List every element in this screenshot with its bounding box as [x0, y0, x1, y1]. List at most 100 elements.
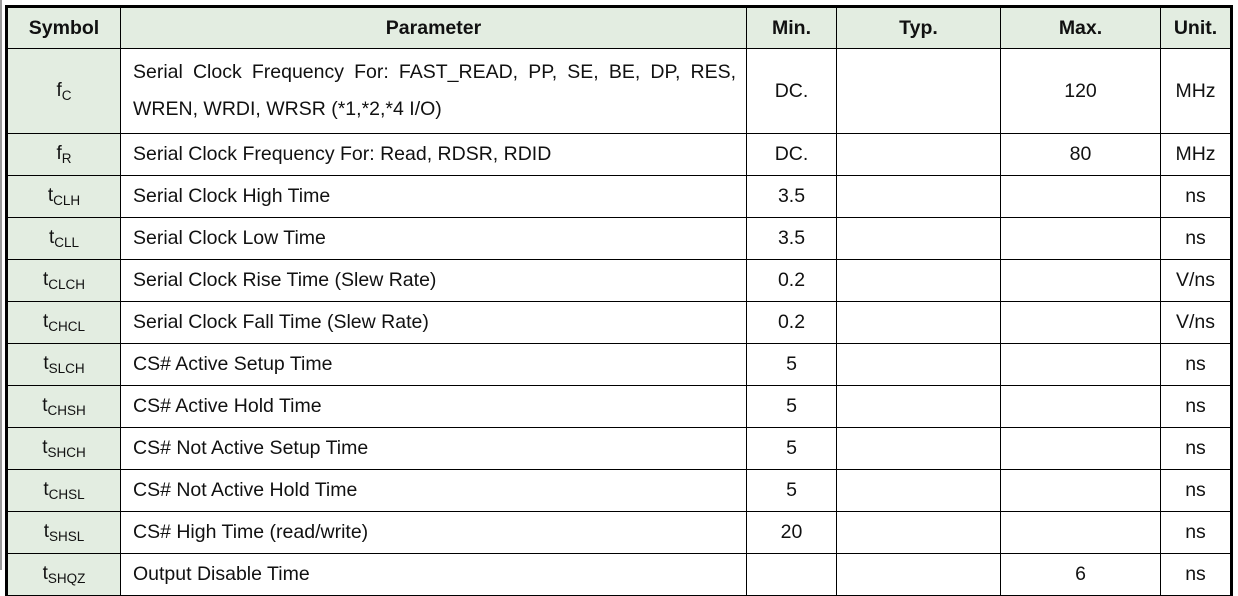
table-row: tCHSL CS# Not Active Hold Time 5 ns: [5, 469, 1233, 512]
parameter-cell: CS# Not Active Hold Time: [120, 469, 747, 512]
max-cell: [1000, 385, 1161, 428]
unit-cell: V/ns: [1160, 259, 1233, 302]
symbol-cell: tCHCL: [5, 301, 121, 344]
symbol-cell: tSLCH: [5, 343, 121, 386]
unit-cell: MHz: [1160, 48, 1233, 134]
typ-cell: [836, 511, 1001, 554]
unit-cell: MHz: [1160, 133, 1233, 176]
table-row: tCLH Serial Clock High Time 3.5 ns: [5, 175, 1233, 218]
symbol-subscript: CHCL: [48, 319, 86, 334]
symbol-base: t: [48, 227, 55, 248]
symbol-subscript: SLCH: [48, 361, 85, 376]
header-unit: Unit.: [1160, 5, 1233, 49]
max-cell: 80: [1000, 133, 1161, 176]
unit-cell: ns: [1160, 553, 1233, 596]
typ-cell: [836, 301, 1001, 344]
min-cell: 5: [746, 427, 837, 470]
table-header-row: Symbol Parameter Min. Typ. Max. Unit.: [5, 5, 1233, 49]
symbol-subscript: CLCH: [48, 277, 86, 292]
symbol-subscript: C: [61, 87, 72, 103]
max-cell: [1000, 469, 1161, 512]
typ-cell: [836, 385, 1001, 428]
symbol-base: t: [42, 269, 49, 290]
symbol-base: t: [43, 353, 49, 374]
table-row: tCHSH CS# Active Hold Time 5 ns: [5, 385, 1233, 428]
parameter-cell: Serial Clock Fall Time (Slew Rate): [120, 301, 747, 344]
min-cell: DC.: [746, 133, 837, 176]
symbol-base: t: [42, 437, 48, 458]
typ-cell: [836, 259, 1001, 302]
min-cell: 5: [746, 469, 837, 512]
table-row: tSHCH CS# Not Active Setup Time 5 ns: [5, 427, 1233, 470]
symbol-subscript: SHQZ: [47, 571, 86, 586]
header-symbol: Symbol: [5, 5, 121, 49]
unit-cell: V/ns: [1160, 301, 1233, 344]
unit-cell: ns: [1160, 217, 1233, 260]
symbol-cell: fC: [5, 48, 121, 134]
ac-characteristics-table: Symbol Parameter Min. Typ. Max. Unit. fC…: [5, 5, 1233, 596]
max-cell: [1000, 511, 1161, 554]
typ-cell: [836, 469, 1001, 512]
symbol-subscript: R: [61, 151, 72, 166]
typ-cell: [836, 427, 1001, 470]
symbol-base: t: [43, 521, 49, 542]
symbol-cell: tCLL: [5, 217, 121, 260]
symbol-subscript: CLL: [54, 235, 80, 250]
page-edge-line: [0, 0, 2, 570]
table-row: fR Serial Clock Frequency For: Read, RDS…: [5, 133, 1233, 176]
min-cell: 3.5: [746, 175, 837, 218]
symbol-subscript: CHSH: [47, 403, 86, 418]
symbol-subscript: CHSL: [48, 487, 85, 502]
symbol-cell: tCLH: [5, 175, 121, 218]
min-cell: [746, 553, 837, 596]
parameter-cell: Serial Clock Low Time: [120, 217, 747, 260]
table-row: tCHCL Serial Clock Fall Time (Slew Rate)…: [5, 301, 1233, 344]
symbol-subscript: SHCH: [47, 445, 86, 460]
typ-cell: [836, 133, 1001, 176]
symbol-base: t: [43, 479, 49, 500]
typ-cell: [836, 48, 1001, 134]
symbol-base: f: [56, 143, 62, 164]
min-cell: 0.2: [746, 259, 837, 302]
unit-cell: ns: [1160, 469, 1233, 512]
min-cell: 0.2: [746, 301, 837, 344]
symbol-cell: tSHQZ: [5, 553, 121, 596]
parameter-cell: Serial Clock Frequency For: FAST_READ, P…: [120, 48, 747, 134]
parameter-cell: CS# Active Hold Time: [120, 385, 747, 428]
max-cell: [1000, 343, 1161, 386]
table-row: tCLL Serial Clock Low Time 3.5 ns: [5, 217, 1233, 260]
table-row: fC Serial Clock Frequency For: FAST_READ…: [5, 48, 1233, 134]
max-cell: [1000, 175, 1161, 218]
header-min: Min.: [746, 5, 837, 49]
max-cell: 120: [1000, 48, 1161, 134]
parameter-cell: Serial Clock High Time: [120, 175, 747, 218]
parameter-cell: CS# Not Active Setup Time: [120, 427, 747, 470]
max-cell: [1000, 427, 1161, 470]
max-cell: 6: [1000, 553, 1161, 596]
header-parameter: Parameter: [120, 5, 747, 49]
unit-cell: ns: [1160, 385, 1233, 428]
symbol-cell: tCHSL: [5, 469, 121, 512]
parameter-cell: CS# Active Setup Time: [120, 343, 747, 386]
symbol-base: t: [42, 311, 49, 332]
min-cell: 20: [746, 511, 837, 554]
symbol-base: t: [47, 185, 54, 206]
min-cell: 5: [746, 343, 837, 386]
symbol-cell: tCLCH: [5, 259, 121, 302]
unit-cell: ns: [1160, 427, 1233, 470]
typ-cell: [836, 553, 1001, 596]
parameter-cell: Serial Clock Rise Time (Slew Rate): [120, 259, 747, 302]
table-row: tCLCH Serial Clock Rise Time (Slew Rate)…: [5, 259, 1233, 302]
typ-cell: [836, 217, 1001, 260]
unit-cell: ns: [1160, 343, 1233, 386]
unit-cell: ns: [1160, 175, 1233, 218]
symbol-cell: fR: [5, 133, 121, 176]
min-cell: 3.5: [746, 217, 837, 260]
parameter-cell: Serial Clock Frequency For: Read, RDSR, …: [120, 133, 747, 176]
table-row: tSHSL CS# High Time (read/write) 20 ns: [5, 511, 1233, 554]
symbol-base: f: [56, 79, 62, 101]
header-max: Max.: [1000, 5, 1161, 49]
max-cell: [1000, 301, 1161, 344]
table-row: tSHQZ Output Disable Time 6 ns: [5, 553, 1233, 596]
min-cell: 5: [746, 385, 837, 428]
